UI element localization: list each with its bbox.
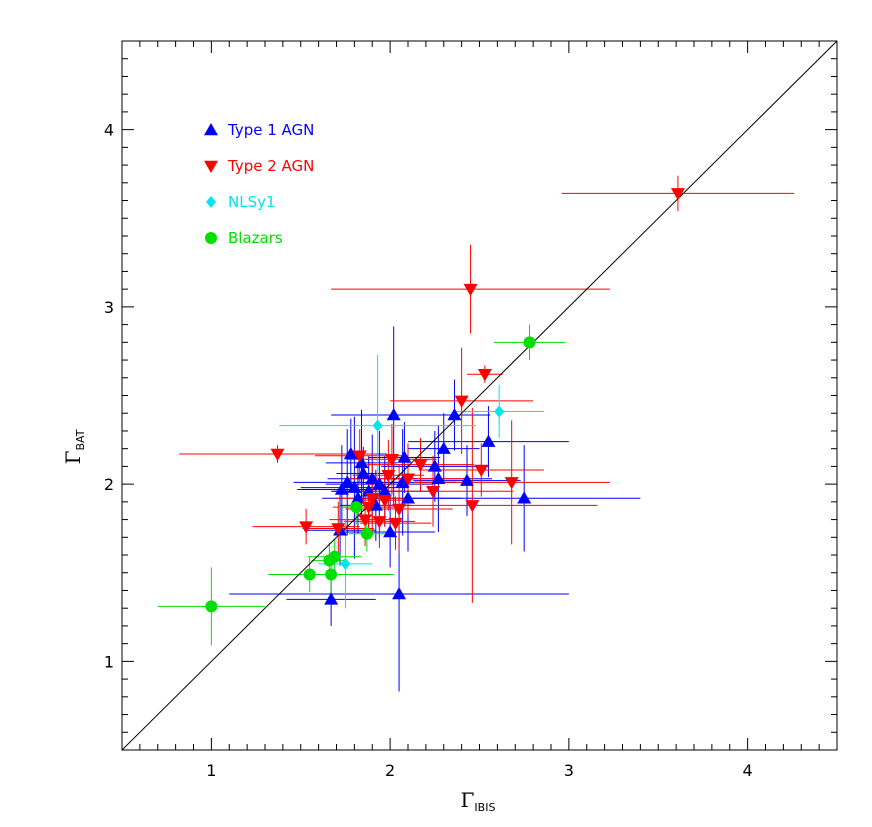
type-2-agn-point — [504, 477, 519, 490]
type-2-agn-point — [474, 464, 489, 477]
blazars-point — [328, 550, 341, 563]
type-2-agn-point — [477, 368, 492, 382]
blazars-point — [523, 336, 536, 349]
identity-line — [121, 40, 838, 751]
y-axis-label: ΓBAT — [61, 429, 87, 464]
nlsy1-point — [372, 419, 383, 432]
nlsy1-point — [494, 405, 505, 418]
type-1-agn-point — [431, 471, 446, 485]
type-2-agn-point — [401, 473, 415, 486]
tick-labels: 1 2 3 4 1 2 3 4 — [104, 121, 753, 780]
error-bars — [157, 175, 795, 692]
type-2-agn-point — [413, 459, 428, 472]
blazars-point — [350, 501, 363, 514]
type-1-agn-point — [354, 455, 369, 469]
type-1-agn-point — [392, 587, 407, 600]
type-2-agn-point — [372, 516, 387, 529]
type-1-agn-point — [383, 524, 398, 538]
type-1-agn-point — [347, 480, 362, 493]
type-1-agn-point — [401, 491, 415, 504]
type-2-agn-point — [670, 188, 685, 201]
type-2-agn-point — [358, 514, 373, 527]
x-tick-label: 2 — [385, 761, 395, 780]
legend-type-2-agn-marker — [204, 160, 218, 173]
type-1-agn-point — [372, 477, 387, 490]
type-2-agn-point — [463, 283, 478, 297]
legend-type-2-agn-label: Type 2 AGN — [227, 157, 314, 175]
legend-blazars-marker — [205, 232, 217, 244]
type-2-agn-point — [381, 470, 396, 483]
y-tick-label: 2 — [104, 475, 114, 494]
legend-blazars-label: Blazars — [228, 229, 283, 247]
type-1-agn-point — [481, 434, 496, 447]
type-1-agn-point — [386, 407, 401, 421]
type-1-agn-point — [397, 450, 412, 463]
nlsy1-point — [340, 557, 351, 570]
x-tick-label: 3 — [564, 761, 574, 780]
type-2-agn-point — [454, 395, 469, 408]
y-tick-label: 4 — [104, 121, 114, 140]
legend-nlsy1-marker — [206, 196, 216, 208]
blazars-point — [303, 568, 316, 581]
type-2-agn-point — [388, 517, 403, 531]
blazars-point — [325, 568, 338, 581]
blazars-point — [205, 600, 218, 613]
type-1-agn-point — [395, 475, 410, 488]
blazars-point — [360, 527, 373, 540]
type-2-agn-point — [365, 493, 380, 506]
type-1-agn-point — [356, 466, 371, 479]
type-2-agn-point — [426, 485, 441, 499]
x-tick-label: 4 — [743, 761, 753, 780]
type-1-agn-point — [436, 441, 451, 454]
type-2-agn-point — [352, 450, 367, 463]
type-2-agn-point — [377, 494, 392, 508]
x-axis-label: ΓIBIS — [461, 788, 496, 814]
y-tick-label: 3 — [104, 298, 114, 317]
type-2-agn-point — [331, 523, 346, 536]
type-2-agn-point — [384, 454, 399, 467]
type-2-agn-point — [270, 448, 285, 461]
legend-type-1-agn-marker — [204, 123, 218, 136]
data-markers — [205, 188, 685, 613]
type-1-agn-point — [427, 459, 442, 472]
type-1-agn-point — [324, 592, 339, 605]
type-1-agn-point — [343, 446, 358, 460]
type-1-agn-point — [365, 471, 380, 485]
legend: Type 1 AGN Type 2 AGN NLSy1 Blazars — [204, 121, 314, 247]
type-2-agn-point — [299, 521, 314, 534]
type-1-agn-point — [459, 473, 474, 486]
y-tick-label: 1 — [104, 652, 114, 671]
legend-type-1-agn-label: Type 1 AGN — [227, 121, 314, 139]
axis-ticks — [121, 40, 838, 751]
x-tick-label: 1 — [206, 761, 216, 780]
legend-nlsy1-label: NLSy1 — [228, 193, 276, 211]
type-1-agn-point — [340, 475, 355, 488]
type-2-agn-point — [465, 500, 480, 513]
type-2-agn-point — [392, 503, 407, 516]
type-1-agn-point — [350, 491, 365, 504]
type-1-agn-point — [334, 482, 349, 495]
type-1-agn-point — [517, 491, 532, 504]
type-1-agn-point — [447, 407, 462, 421]
type-1-agn-point — [377, 484, 392, 497]
